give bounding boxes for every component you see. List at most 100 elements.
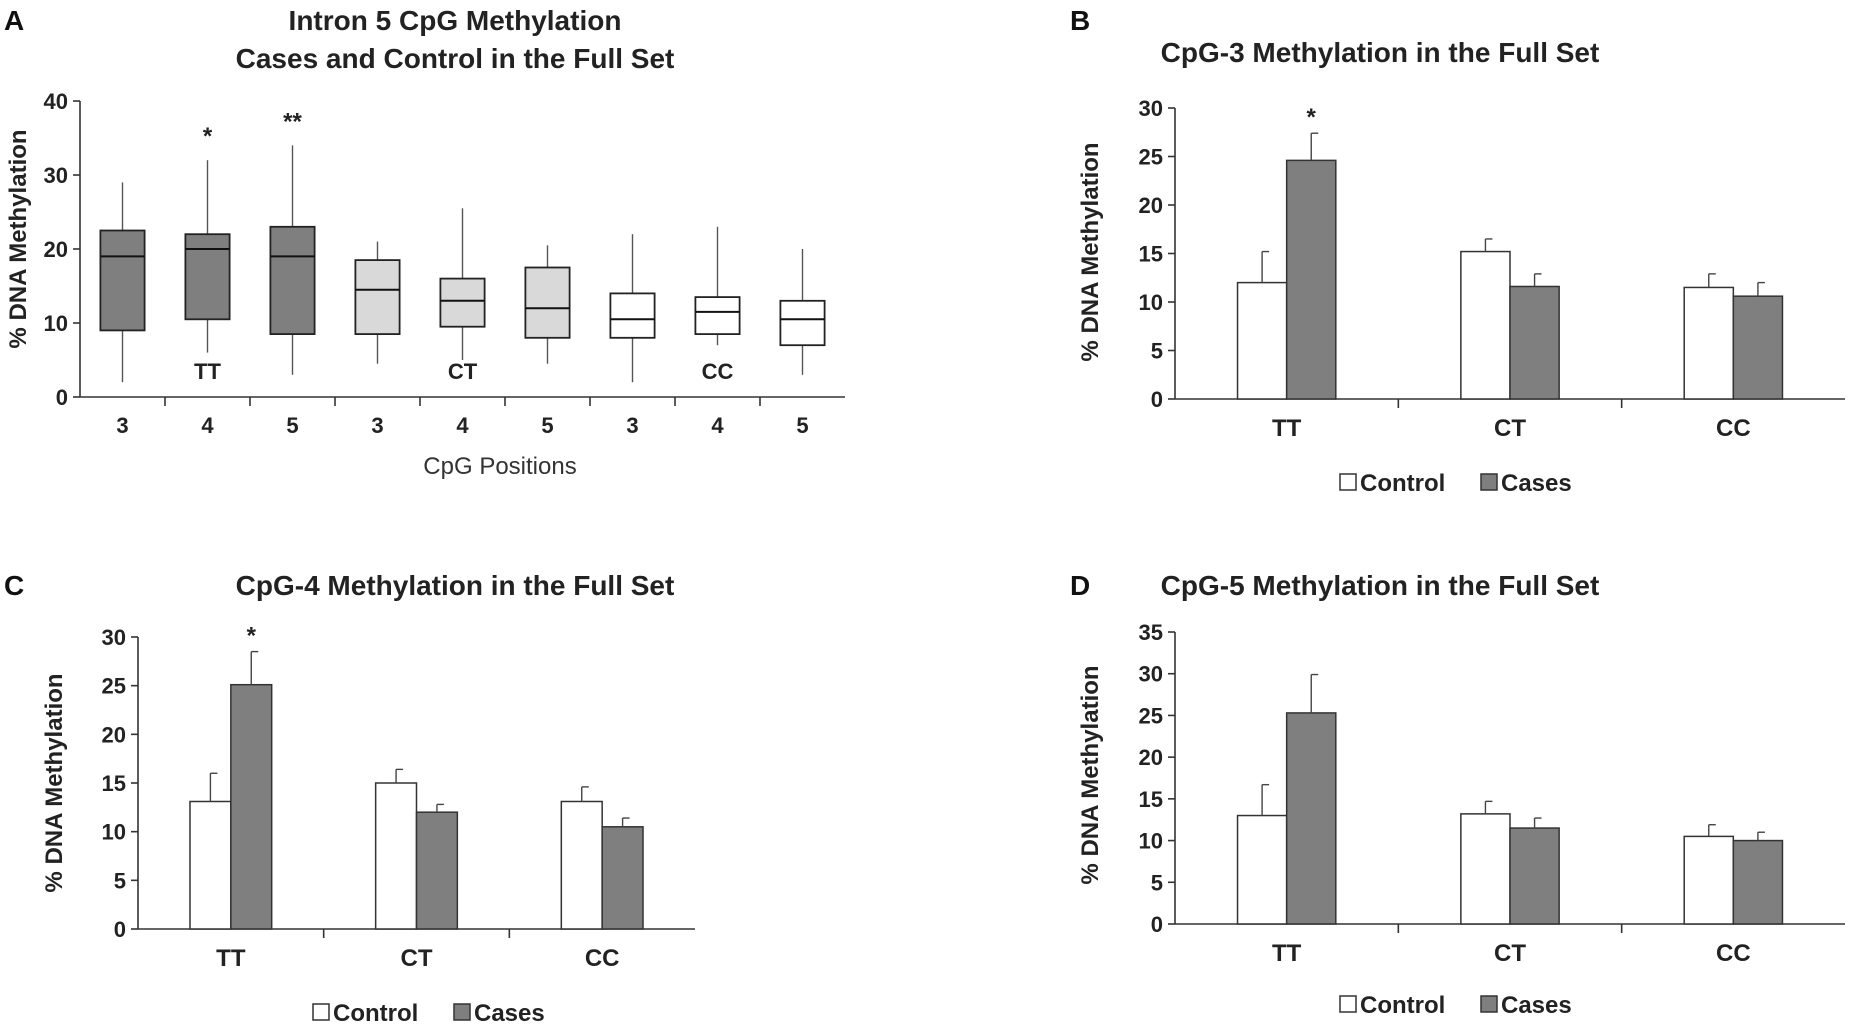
- panel-b: B CpG-3 Methylation in the Full Set % DN…: [1070, 5, 1845, 497]
- bar-control-tt: [1236, 281, 1288, 400]
- panel-d-category-label: CC: [1716, 940, 1751, 967]
- panel-b-category-label: CC: [1716, 415, 1751, 442]
- panel-c-category-label: CC: [585, 945, 620, 972]
- box-cc-5: [779, 299, 826, 347]
- bar-cases-tt: [1285, 159, 1337, 400]
- panel-c-y-axis-label: % DNA Methylation: [41, 673, 68, 892]
- panel-c-y-tick-label: 10: [102, 820, 126, 845]
- genotype-label-cc: CC: [702, 359, 734, 384]
- panel-a-x-tick-label: 4: [711, 413, 724, 438]
- panel-d-category-label: CT: [1494, 940, 1526, 967]
- panel-d-category-label: TT: [1272, 940, 1302, 967]
- bar-cases-tt: [230, 683, 273, 930]
- panel-d-y-axis-label: % DNA Methylation: [1077, 665, 1104, 884]
- legend-control-swatch: [1339, 473, 1357, 491]
- legend-control-swatch: [1339, 995, 1357, 1013]
- panel-a-y-tick-label: 0: [56, 385, 68, 410]
- panel-b-y-tick-label: 25: [1139, 145, 1163, 170]
- bar-control-cc: [1683, 286, 1735, 400]
- legend-control-label: Control: [1360, 470, 1445, 497]
- panel-a-y-tick-label: 20: [44, 237, 68, 262]
- panel-b-y-tick-label: 15: [1139, 242, 1163, 267]
- panel-a-x-tick-label: 3: [626, 413, 638, 438]
- box-ct-3: [354, 259, 401, 336]
- bar-control-cc: [1683, 835, 1735, 925]
- panel-d-label: D: [1070, 570, 1090, 601]
- panel-b-legend: Control Cases: [1339, 470, 1572, 497]
- panel-d: D CpG-5 Methylation in the Full Set % DN…: [1070, 570, 1845, 1019]
- panel-c-title: CpG-4 Methylation in the Full Set: [236, 570, 675, 601]
- legend-control-label: Control: [333, 1000, 418, 1027]
- panel-a-x-axis-label: CpG Positions: [423, 453, 576, 480]
- panel-a-title-line2: Cases and Control in the Full Set: [236, 43, 675, 74]
- box-cc-3: [609, 292, 656, 339]
- bar-control-cc: [560, 800, 603, 930]
- legend-cases-swatch: [453, 1003, 471, 1021]
- significance-mark: *: [247, 623, 257, 650]
- bar-cases-cc: [1732, 295, 1784, 400]
- panel-a-x-tick-label: 4: [456, 413, 469, 438]
- legend-cases-label: Cases: [1501, 992, 1572, 1019]
- panel-a-label: A: [4, 5, 24, 36]
- bar-cases-ct: [415, 811, 459, 930]
- bar-cases-ct: [1509, 827, 1560, 925]
- panel-d-y-tick-label: 10: [1139, 829, 1163, 854]
- panel-b-category-label: TT: [1272, 415, 1302, 442]
- panel-b-y-tick-label: 30: [1139, 96, 1163, 121]
- panel-d-y-tick-label: 20: [1139, 745, 1163, 770]
- panel-d-y-tick-label: 30: [1139, 662, 1163, 687]
- panel-c-category-label: TT: [216, 945, 246, 972]
- panel-a-x-tick-label: 4: [201, 413, 214, 438]
- panel-b-label: B: [1070, 5, 1090, 36]
- panel-b-y-tick-label: 10: [1139, 290, 1163, 315]
- panel-a-y-tick-label: 30: [44, 163, 68, 188]
- panel-b-y-tick-label: 0: [1151, 387, 1163, 412]
- panel-b-category-label: CT: [1494, 415, 1526, 442]
- panel-d-y-tick-label: 15: [1139, 787, 1163, 812]
- bar-control-ct: [1460, 813, 1511, 925]
- box-ct-4: [439, 277, 486, 328]
- panel-a-x-tick-label: 5: [541, 413, 553, 438]
- panel-d-y-tick-label: 0: [1151, 912, 1163, 937]
- panel-b-y-tick-label: 5: [1151, 339, 1163, 364]
- bar-cases-tt: [1285, 712, 1337, 925]
- panel-a-y-tick-label: 10: [44, 311, 68, 336]
- panel-a-x-tick-label: 3: [371, 413, 383, 438]
- legend-cases-swatch: [1480, 473, 1498, 491]
- panel-c-legend: Control Cases: [312, 1000, 545, 1027]
- bar-cases-cc: [1732, 839, 1784, 925]
- box-cc-4: [694, 296, 741, 336]
- panel-c-y-tick-label: 5: [114, 868, 126, 893]
- box-tt-3: [99, 229, 146, 332]
- significance-mark: *: [203, 123, 213, 150]
- bar-control-ct: [1460, 250, 1511, 400]
- panel-d-title: CpG-5 Methylation in the Full Set: [1161, 570, 1600, 601]
- panel-b-title: CpG-3 Methylation in the Full Set: [1161, 37, 1600, 68]
- bar-control-ct: [374, 782, 418, 930]
- genotype-label-ct: CT: [448, 359, 478, 384]
- box-tt-5: [269, 225, 316, 336]
- panel-a-title-line1: Intron 5 CpG Methylation: [289, 5, 622, 36]
- panel-c-y-tick-label: 25: [102, 674, 126, 699]
- panel-a-y-tick-label: 40: [44, 89, 68, 114]
- significance-mark: *: [1307, 104, 1317, 131]
- panel-d-legend: Control Cases: [1339, 992, 1572, 1019]
- panel-a-x-tick-label: 5: [286, 413, 298, 438]
- panel-a-y-axis-label: % DNA Methylation: [5, 129, 32, 348]
- box-ct-5: [524, 266, 571, 339]
- panel-c-y-tick-label: 15: [102, 771, 126, 796]
- panel-c-label: C: [4, 570, 24, 601]
- bar-control-tt: [189, 800, 232, 930]
- panel-c-y-tick-label: 0: [114, 917, 126, 942]
- bar-control-tt: [1236, 814, 1288, 925]
- bar-cases-ct: [1509, 285, 1560, 400]
- legend-cases-label: Cases: [474, 1000, 545, 1027]
- legend-cases-swatch: [1480, 995, 1498, 1013]
- genotype-label-tt: TT: [194, 359, 221, 384]
- bar-cases-cc: [601, 826, 644, 930]
- panel-c-y-tick-label: 30: [102, 625, 126, 650]
- legend-control-label: Control: [1360, 992, 1445, 1019]
- significance-mark: **: [283, 108, 302, 135]
- panel-a-x-tick-label: 5: [796, 413, 808, 438]
